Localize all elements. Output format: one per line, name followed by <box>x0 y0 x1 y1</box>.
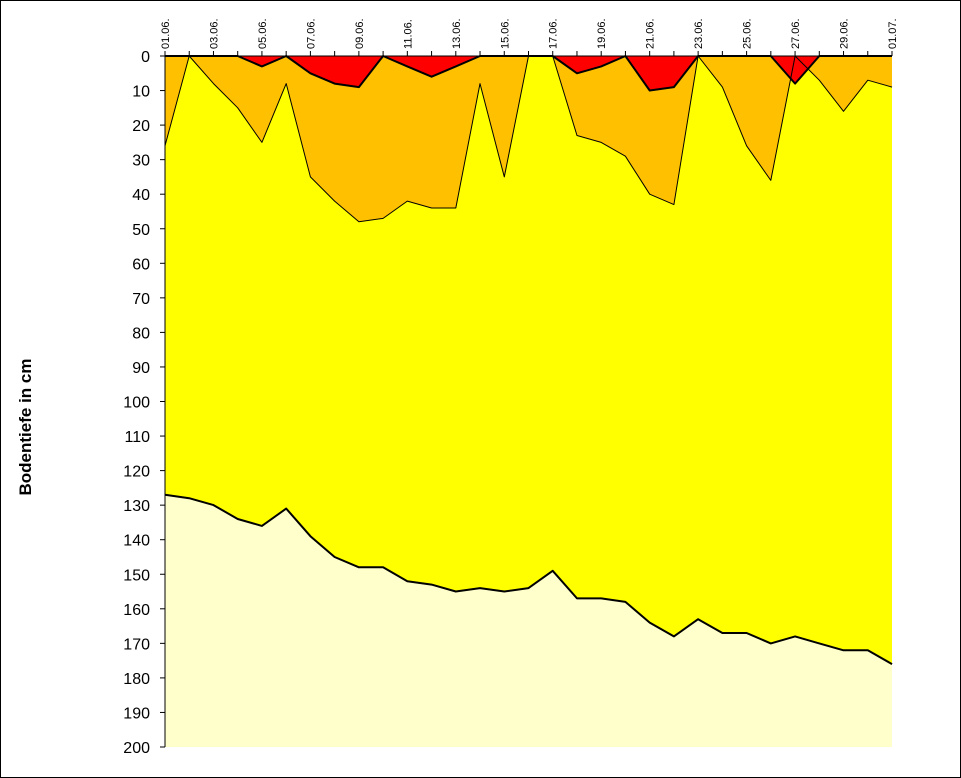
boundary-line-3 <box>164 493 893 665</box>
y-tick-label: 150 <box>123 567 150 584</box>
y-tick-label: 10 <box>132 84 150 101</box>
y-tick-label: 0 <box>141 49 150 66</box>
y-tick-label: 190 <box>123 705 150 722</box>
y-tick-label: 110 <box>124 429 150 446</box>
y-tick-label: 170 <box>123 636 150 653</box>
y-tick-label: 120 <box>123 464 150 481</box>
x-tick-label: 07.06. <box>305 18 317 49</box>
y-tick-label: 60 <box>132 256 150 273</box>
x-tick-label: 27.06. <box>790 18 802 49</box>
y-tick-label: 200 <box>123 740 150 757</box>
x-tick-label: 01.06. <box>160 18 172 49</box>
x-tick-label: 05.06. <box>257 18 269 49</box>
x-tick-label: 13.06. <box>451 18 463 49</box>
x-tick-label: 29.06. <box>839 18 851 49</box>
y-tick-label: 90 <box>132 360 150 377</box>
y-tick-label: 140 <box>123 533 150 550</box>
y-tick-label: 50 <box>132 222 150 239</box>
y-tick-label: 40 <box>132 187 150 204</box>
x-tick-label: 01.07. <box>887 18 899 49</box>
y-tick-label: 180 <box>123 671 150 688</box>
y-axis-label: Bodentiefe in cm <box>16 359 35 496</box>
y-tick-label: 160 <box>123 602 150 619</box>
x-tick-label: 09.06. <box>354 18 366 49</box>
y-tick-label: 80 <box>132 325 150 342</box>
y-tick-label: 70 <box>132 291 150 308</box>
y-axis: 0 10 20 30 40 50 60 70 80 90 100 110 120 130 140 150 160… <box>123 49 166 757</box>
x-tick-label: 25.06. <box>742 18 754 49</box>
y-tick-label: 30 <box>132 153 150 170</box>
y-tick-label: 20 <box>132 118 150 135</box>
area-layer-1 <box>165 56 892 91</box>
x-tick-label: 15.06. <box>499 18 511 49</box>
x-axis: 01.06. 03.06. 05.06. 07.06. 09.06. 11.06. 13.0… <box>160 18 899 57</box>
x-tick-label: 17.06. <box>548 18 560 49</box>
y-tick-label: 100 <box>123 395 150 412</box>
area-layer-2 <box>165 56 892 222</box>
area-layers <box>165 56 892 747</box>
x-tick-label: 23.06. <box>693 18 705 49</box>
x-tick-label: 03.06. <box>209 18 221 49</box>
x-tick-label: 11.06. <box>402 19 414 49</box>
y-tick-label: 130 <box>123 498 150 515</box>
x-tick-label: 21.06. <box>645 18 657 49</box>
x-tick-label: 19.06. <box>596 18 608 49</box>
